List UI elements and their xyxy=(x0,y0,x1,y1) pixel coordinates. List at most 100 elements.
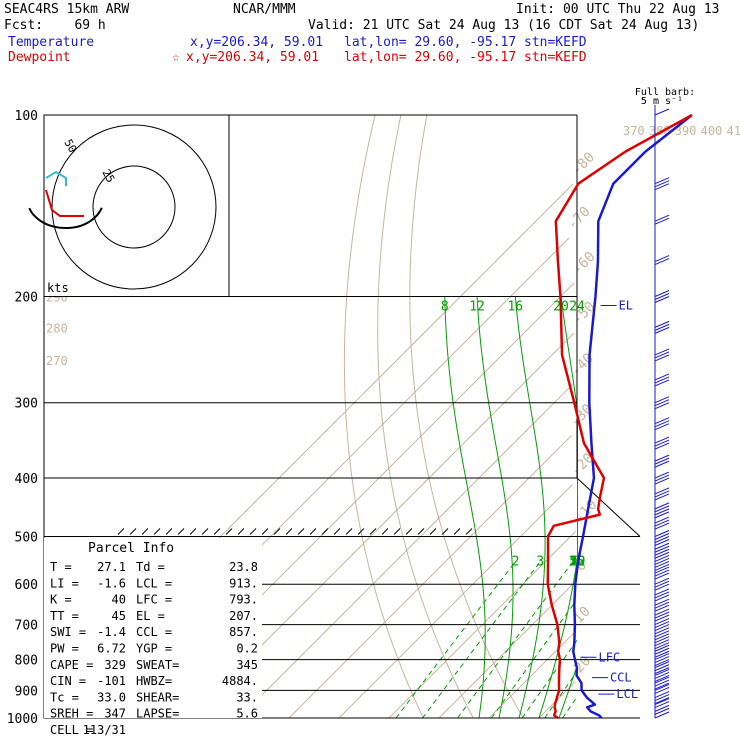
pressure-tick-label: 700 xyxy=(15,619,38,634)
wind-barb xyxy=(654,601,670,609)
wind-barb xyxy=(654,373,670,381)
wind-barb xyxy=(654,591,670,599)
moist-adiabat-line xyxy=(558,665,578,719)
wind-barb xyxy=(654,548,670,556)
wind-barb xyxy=(654,376,670,384)
parcel-key: K = xyxy=(50,593,72,607)
hatch-mark xyxy=(381,528,389,535)
dry-adiabat-line xyxy=(377,114,474,719)
level-label: CCL xyxy=(610,671,632,685)
temperature-latlon: lat,lon= 29.60, -95.17 xyxy=(344,35,517,50)
parcel-info-box xyxy=(44,538,262,718)
theta-e-label: 8 xyxy=(441,300,449,315)
pressure-tick-label: 300 xyxy=(15,397,38,412)
hatch-mark xyxy=(177,528,185,535)
wind-barb xyxy=(654,493,670,501)
parcel-key: SWEAT= xyxy=(136,658,179,672)
hatch-mark xyxy=(453,528,461,535)
wind-barb xyxy=(654,707,670,715)
hatch-mark xyxy=(393,528,401,535)
parcel-value: 6.72 xyxy=(97,642,126,656)
parcel-value: 23.8 xyxy=(229,560,258,574)
mixing-ratio-line xyxy=(562,695,578,719)
wind-barb xyxy=(654,530,670,537)
wind-barb xyxy=(654,326,670,334)
theta-e-label: 12 xyxy=(469,300,485,315)
wind-barb xyxy=(654,667,670,675)
wind-barb xyxy=(654,217,670,225)
wind-barb xyxy=(654,323,670,331)
parcel-key: SWI = xyxy=(50,625,86,639)
star-icon: ☆ xyxy=(172,50,180,65)
mixing-ratio-line xyxy=(422,561,541,719)
wind-barb xyxy=(654,533,670,540)
wind-barb xyxy=(654,624,670,632)
parcel-value: 347 xyxy=(104,707,126,721)
wind-barb xyxy=(654,644,670,652)
theta-label: 370 xyxy=(623,124,645,138)
wind-barb xyxy=(654,423,670,431)
wind-barb xyxy=(654,417,670,425)
wind-barb xyxy=(654,460,670,468)
pressure-tick-label: 600 xyxy=(15,578,38,593)
wind-barb xyxy=(654,668,670,676)
wind-barb xyxy=(654,560,670,568)
parcel-value: 45 xyxy=(112,609,126,623)
init-time: Init: 00 UTC Thu 22 Aug 13 xyxy=(516,2,720,17)
hatch-mark xyxy=(441,528,449,535)
wind-barb xyxy=(654,557,670,565)
wind-barb xyxy=(654,402,670,410)
parcel-key: CELL = xyxy=(50,723,93,737)
wind-barb xyxy=(654,604,670,612)
hatch-mark xyxy=(429,528,437,535)
wind-barb xyxy=(654,647,670,655)
parcel-key: YGP = xyxy=(136,642,172,656)
wind-barb xyxy=(654,522,670,530)
wind-barb xyxy=(654,566,670,574)
wind-barb xyxy=(654,471,670,479)
theta-label: 390 xyxy=(675,124,697,138)
theta-e-label: 16 xyxy=(507,300,523,315)
parcel-key: HWBZ= xyxy=(136,674,172,688)
wind-barb xyxy=(654,457,670,465)
hodograph-panel xyxy=(43,114,230,298)
parcel-value: 857. xyxy=(229,625,258,639)
dry-adiabat-line xyxy=(343,114,424,719)
parcel-key: Tc = xyxy=(50,690,79,704)
mixing-ratio-label: 2 xyxy=(512,554,520,569)
hatch-mark xyxy=(249,528,257,535)
hatch-mark xyxy=(285,528,293,535)
hatch-mark xyxy=(297,528,305,535)
wind-barb xyxy=(654,633,670,641)
parcel-key: Td = xyxy=(136,560,165,574)
wind-barb xyxy=(654,474,670,482)
hatch-mark xyxy=(273,528,281,535)
wind-barb xyxy=(654,572,670,580)
temperature-trace xyxy=(572,114,693,719)
wind-barb xyxy=(654,569,670,577)
parcel-key: CAPE = xyxy=(50,658,93,672)
wind-barb xyxy=(654,598,670,606)
pressure-tick-label: 400 xyxy=(15,472,38,487)
parcel-value: 27.1 xyxy=(97,560,126,574)
hatch-mark xyxy=(153,528,161,535)
hatch-mark xyxy=(225,528,233,535)
theta-label: 400 xyxy=(701,124,723,138)
hodograph-trace-lower xyxy=(45,189,84,217)
hatch-mark xyxy=(405,528,413,535)
forecast-hour: Fcst: 69 h xyxy=(4,18,106,33)
wind-barb xyxy=(654,399,670,407)
parcel-value: 913. xyxy=(229,576,258,590)
wind-barb xyxy=(654,255,670,263)
mixing-ratio-label: 16 xyxy=(569,554,585,569)
parcel-key: T = xyxy=(50,560,72,574)
wind-barb xyxy=(654,671,670,679)
wind-barb xyxy=(654,108,670,116)
wind-barb xyxy=(654,490,670,498)
level-label: LFC xyxy=(598,650,620,664)
hatch-mark xyxy=(357,528,365,535)
temperature-station: stn=KEFD xyxy=(524,35,587,50)
parcel-key: LI = xyxy=(50,576,79,590)
parcel-value: 4884. xyxy=(222,674,258,688)
